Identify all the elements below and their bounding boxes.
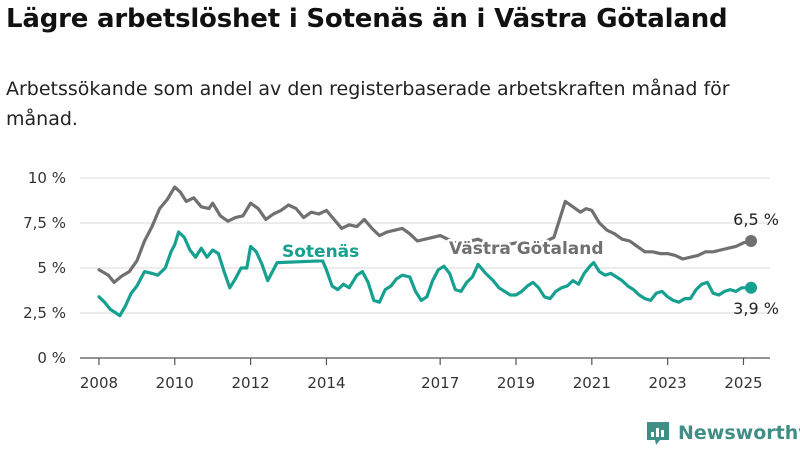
end-value-sotenas: 3,9 % bbox=[733, 299, 779, 318]
series-label-vastra: Västra Götaland bbox=[449, 239, 604, 259]
x-tick-label: 2012 bbox=[232, 374, 270, 392]
series-line-vastra bbox=[97, 185, 753, 284]
brand-name: Newsworthy bbox=[678, 422, 800, 444]
grid-layer bbox=[80, 177, 770, 314]
page-title: Lägre arbetslöshet i Sotenäs än i Västra… bbox=[6, 4, 728, 34]
page-subtitle: Arbetssökande som andel av den registerb… bbox=[6, 78, 730, 130]
series-endpoint-vastra bbox=[745, 235, 758, 247]
x-tick-label: 2019 bbox=[497, 374, 535, 392]
series-layer bbox=[97, 185, 758, 318]
x-tick-label: 2017 bbox=[421, 374, 459, 392]
x-tick-label: 2010 bbox=[156, 374, 194, 392]
series-endpoint-sotenas bbox=[745, 281, 758, 294]
axis-layer: 0 % 2,5 % 5 % 7,5 % 10 % 2008 2010 2012 2014 2017… bbox=[23, 169, 770, 392]
y-tick-label: 0 % bbox=[37, 349, 66, 367]
brand-logo: Newsworthy bbox=[645, 420, 800, 446]
x-tick-label: 2008 bbox=[80, 374, 118, 392]
y-tick-label: 10 % bbox=[28, 169, 66, 187]
y-tick-label: 7,5 % bbox=[23, 214, 66, 232]
y-tick-label: 2,5 % bbox=[23, 304, 66, 322]
series-label-sotenas: Sotenäs bbox=[282, 242, 359, 262]
bar-chart-icon bbox=[647, 422, 669, 445]
x-tick-label: 2014 bbox=[307, 374, 345, 392]
x-tick-label: 2025 bbox=[724, 374, 762, 392]
y-tick-label: 5 % bbox=[37, 259, 66, 277]
label-layer: Västra Götaland Sotenäs 6,5 % 3,9 % bbox=[280, 210, 779, 318]
end-value-vastra: 6,5 % bbox=[733, 210, 779, 229]
x-tick-label: 2023 bbox=[649, 374, 687, 392]
x-tick-label: 2021 bbox=[573, 374, 611, 392]
series-line-sotenas bbox=[97, 230, 753, 318]
